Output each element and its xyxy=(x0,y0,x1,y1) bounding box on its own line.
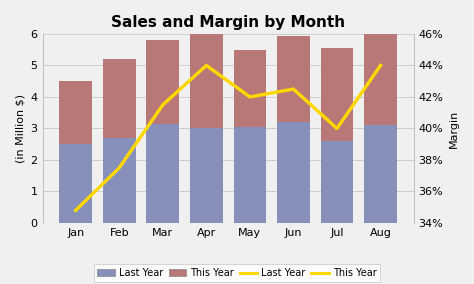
Y-axis label: (in Million $): (in Million $) xyxy=(15,94,25,163)
Bar xyxy=(277,122,310,223)
Bar xyxy=(59,81,92,144)
Y-axis label: Margin: Margin xyxy=(449,109,459,148)
Bar xyxy=(103,59,136,138)
Bar xyxy=(190,28,223,128)
Bar xyxy=(277,36,310,122)
Bar xyxy=(234,127,266,223)
Bar xyxy=(59,144,92,223)
Bar xyxy=(146,40,179,124)
Bar xyxy=(146,124,179,223)
Bar xyxy=(234,50,266,127)
Bar xyxy=(364,32,397,125)
Bar xyxy=(190,128,223,223)
Legend: Last Year, This Year, Last Year, This Year: Last Year, This Year, Last Year, This Ye… xyxy=(93,264,381,282)
Bar xyxy=(364,125,397,223)
Bar xyxy=(320,48,353,141)
Bar xyxy=(320,141,353,223)
Bar xyxy=(103,138,136,223)
Title: Sales and Margin by Month: Sales and Margin by Month xyxy=(111,15,345,30)
